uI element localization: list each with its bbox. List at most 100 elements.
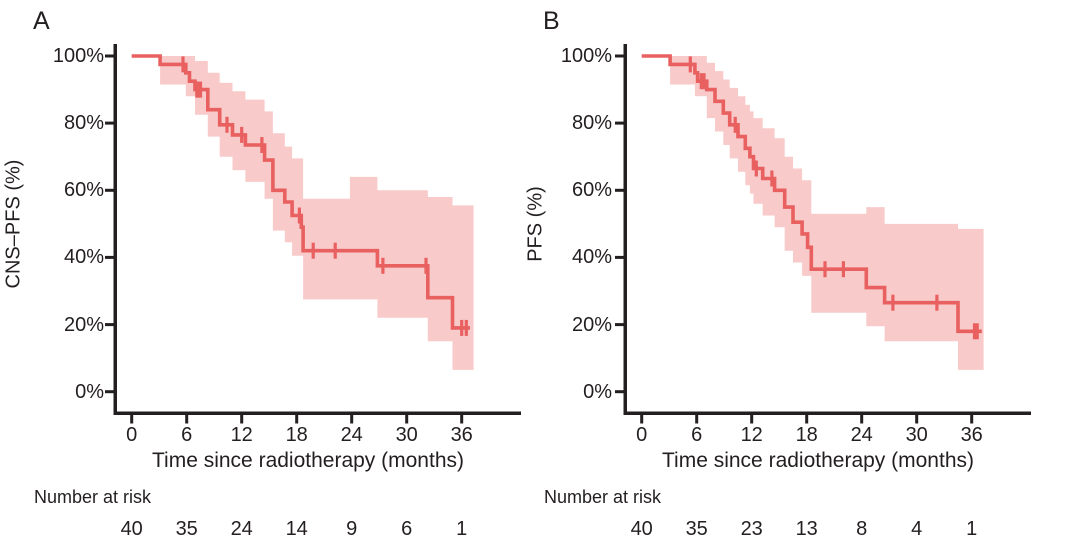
x-axis-line-a	[113, 411, 521, 415]
y-tick-label-a: 80%	[63, 112, 104, 135]
censor-tick-a	[311, 242, 315, 259]
risk-count-a: 1	[456, 518, 468, 540]
risk-count-a: 24	[230, 518, 253, 540]
x-tick-label-a: 18	[285, 424, 308, 446]
y-axis-tick-b	[615, 121, 624, 125]
y-axis-tick-b	[615, 390, 624, 394]
x-axis-tick-b	[860, 415, 864, 424]
censor-tick-a	[197, 81, 201, 98]
x-axis-tick-a	[130, 415, 134, 424]
y-axis-line-a	[113, 44, 117, 415]
y-tick-label-b: 40%	[571, 246, 612, 269]
y-axis-tick-a	[105, 323, 114, 327]
y-axis-title-a: CNS–PFS (%)	[2, 159, 25, 289]
y-axis-tick-b	[615, 323, 624, 327]
censor-tick-a	[297, 207, 301, 224]
x-axis-tick-b	[695, 415, 699, 424]
censor-tick-b	[972, 323, 977, 340]
censor-tick-a	[464, 319, 468, 336]
risk-count-b: 40	[630, 518, 653, 540]
x-tick-label-b: 12	[740, 424, 763, 446]
y-tick-label-b: 0%	[583, 380, 612, 403]
censor-tick-b	[975, 323, 979, 340]
y-axis-tick-a	[105, 121, 114, 125]
risk-count-a: 35	[175, 518, 198, 540]
y-axis-tick-b	[615, 188, 624, 192]
x-axis-tick-a	[405, 415, 409, 424]
y-axis-line-b	[623, 44, 627, 415]
risk-count-b: 4	[911, 518, 923, 540]
x-tick-label-a: 24	[340, 424, 363, 446]
censor-tick-a	[195, 81, 199, 98]
x-tick-label-a: 12	[230, 424, 253, 446]
x-axis-tick-a	[295, 415, 299, 424]
y-tick-label-a: 40%	[63, 246, 104, 269]
x-axis-tick-b	[970, 415, 974, 424]
risk-count-a: 40	[120, 518, 143, 540]
x-axis-tick-a	[240, 415, 244, 424]
censor-tick-a	[333, 242, 337, 259]
y-axis-tick-b	[615, 54, 624, 58]
censor-tick-a	[240, 126, 244, 143]
y-axis-tick-a	[105, 54, 114, 58]
risk-count-a: 6	[401, 518, 413, 540]
x-tick-label-b: 0	[636, 424, 648, 446]
censor-tick-a	[424, 257, 428, 274]
panel-label-a: A	[33, 7, 50, 35]
censor-tick-b	[891, 294, 895, 311]
y-tick-label-b: 20%	[571, 313, 612, 336]
censor-tick-a	[460, 319, 464, 336]
x-tick-label-b: 24	[850, 424, 873, 446]
x-axis-tick-a	[350, 415, 354, 424]
confidence-interval-band-b	[670, 56, 984, 370]
x-axis-title-a: Time since radiotherapy (months)	[151, 449, 465, 472]
y-axis-tick-b	[615, 255, 624, 259]
y-tick-label-a: 60%	[63, 179, 104, 202]
censor-tick-a	[198, 81, 203, 98]
risk-count-b: 13	[795, 518, 818, 540]
y-axis-tick-a	[105, 255, 114, 259]
censor-tick-b	[754, 160, 758, 177]
y-tick-label-a: 0%	[75, 380, 104, 403]
y-tick-label-b: 100%	[560, 45, 612, 67]
censor-tick-a	[181, 56, 185, 73]
censor-tick-b	[823, 261, 827, 278]
x-axis-tick-a	[460, 415, 464, 424]
y-tick-label-b: 60%	[571, 179, 612, 202]
censor-tick-a	[381, 257, 385, 274]
risk-count-b: 35	[685, 518, 708, 540]
km-survival-curve-b	[641, 54, 982, 334]
censor-tick-b	[841, 261, 845, 278]
x-axis-tick-b	[640, 415, 644, 424]
x-tick-label-b: 6	[691, 424, 703, 446]
censor-tick-b	[770, 170, 774, 187]
x-tick-label-a: 0	[126, 424, 138, 446]
x-axis-tick-b	[805, 415, 809, 424]
risk-count-b: 8	[856, 518, 868, 540]
x-axis-tick-b	[750, 415, 754, 424]
censor-tick-b	[702, 73, 706, 90]
number-at-risk-label-a: Number at risk	[34, 487, 152, 507]
risk-count-b: 23	[740, 518, 763, 540]
risk-count-b: 1	[966, 518, 978, 540]
x-axis-line-b	[623, 411, 1031, 415]
number-at-risk-label-b: Number at risk	[544, 487, 662, 507]
x-axis-tick-a	[185, 415, 189, 424]
x-tick-label-b: 18	[795, 424, 818, 446]
x-axis-tick-b	[915, 415, 919, 424]
censor-tick-b	[733, 116, 737, 133]
censor-tick-b	[688, 56, 692, 73]
panel-label-b: B	[543, 7, 560, 35]
censor-tick-a	[225, 116, 229, 133]
km-survival-curve-a	[131, 54, 470, 330]
censor-tick-a	[260, 137, 264, 153]
y-axis-tick-a	[105, 390, 114, 394]
y-axis-title-b: PFS (%)	[524, 186, 547, 262]
censor-tick-b	[935, 294, 939, 311]
censor-tick-b	[699, 73, 703, 90]
x-tick-label-a: 36	[450, 424, 473, 446]
y-axis-tick-a	[105, 188, 114, 192]
x-tick-label-b: 36	[960, 424, 983, 446]
